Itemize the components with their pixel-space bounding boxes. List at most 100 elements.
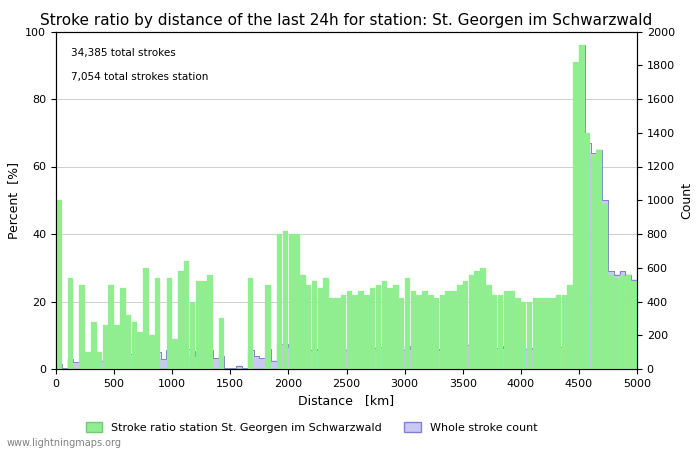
Bar: [486, 284, 491, 369]
Text: www.lightningmaps.org: www.lightningmaps.org: [7, 438, 122, 448]
Bar: [492, 295, 498, 369]
Bar: [387, 288, 393, 369]
Bar: [335, 298, 340, 369]
Bar: [561, 295, 567, 369]
Bar: [295, 234, 300, 369]
Bar: [469, 274, 474, 369]
Bar: [144, 268, 149, 369]
Bar: [178, 271, 183, 369]
Bar: [678, 271, 683, 369]
Bar: [498, 295, 503, 369]
Bar: [452, 292, 456, 369]
Bar: [614, 278, 620, 369]
Bar: [596, 149, 602, 369]
Bar: [393, 284, 398, 369]
Bar: [306, 284, 312, 369]
Bar: [672, 298, 678, 369]
Bar: [684, 257, 689, 369]
Bar: [79, 284, 85, 369]
Bar: [195, 281, 201, 369]
Bar: [137, 332, 143, 369]
Bar: [445, 292, 451, 369]
Bar: [376, 284, 382, 369]
Bar: [358, 292, 364, 369]
Bar: [346, 292, 352, 369]
Bar: [318, 288, 323, 369]
Bar: [108, 284, 114, 369]
Bar: [480, 268, 486, 369]
Bar: [521, 302, 526, 369]
Bar: [660, 359, 666, 369]
Bar: [637, 319, 643, 369]
Bar: [323, 278, 329, 369]
Bar: [515, 298, 521, 369]
Bar: [556, 295, 561, 369]
Bar: [538, 298, 544, 369]
Bar: [643, 349, 648, 369]
Bar: [364, 295, 370, 369]
Bar: [475, 271, 480, 369]
Bar: [120, 288, 125, 369]
Bar: [695, 187, 700, 369]
Bar: [602, 203, 608, 369]
Bar: [654, 328, 660, 369]
Legend: Stroke ratio station St. Georgen im Schwarzwald, Whole stroke count: Stroke ratio station St. Georgen im Schw…: [81, 418, 542, 438]
Bar: [184, 261, 190, 369]
Bar: [190, 302, 195, 369]
Bar: [172, 338, 178, 369]
Bar: [312, 281, 317, 369]
Bar: [649, 352, 654, 369]
Bar: [103, 325, 108, 369]
Bar: [207, 274, 213, 369]
Text: 34,385 total strokes: 34,385 total strokes: [71, 49, 175, 58]
Bar: [608, 274, 614, 369]
Bar: [503, 292, 509, 369]
Bar: [399, 298, 405, 369]
Bar: [544, 298, 550, 369]
Bar: [405, 278, 410, 369]
Title: Stroke ratio by distance of the last 24h for station: St. Georgen im Schwarzwald: Stroke ratio by distance of the last 24h…: [41, 13, 652, 27]
Bar: [56, 200, 62, 369]
Bar: [91, 322, 97, 369]
Bar: [126, 315, 132, 369]
Bar: [370, 288, 375, 369]
Bar: [591, 157, 596, 369]
Y-axis label: Percent  [%]: Percent [%]: [7, 162, 20, 239]
Bar: [440, 295, 445, 369]
Bar: [219, 319, 224, 369]
Bar: [149, 335, 155, 369]
Bar: [510, 292, 514, 369]
Bar: [457, 284, 463, 369]
Bar: [68, 278, 74, 369]
Bar: [283, 230, 288, 369]
Bar: [114, 325, 120, 369]
Bar: [573, 62, 579, 369]
Bar: [341, 295, 346, 369]
Bar: [527, 302, 532, 369]
Bar: [568, 284, 573, 369]
Y-axis label: Count: Count: [680, 182, 694, 219]
Text: 7,054 total strokes station: 7,054 total strokes station: [71, 72, 208, 82]
Bar: [97, 352, 102, 369]
X-axis label: Distance   [km]: Distance [km]: [298, 394, 395, 407]
Bar: [416, 295, 422, 369]
Bar: [434, 298, 440, 369]
Bar: [277, 234, 282, 369]
Bar: [422, 292, 428, 369]
Bar: [353, 295, 358, 369]
Bar: [533, 298, 538, 369]
Bar: [579, 45, 584, 369]
Bar: [329, 298, 335, 369]
Bar: [265, 284, 271, 369]
Bar: [620, 274, 625, 369]
Bar: [382, 281, 387, 369]
Bar: [288, 234, 294, 369]
Bar: [631, 281, 637, 369]
Bar: [85, 352, 91, 369]
Bar: [248, 278, 253, 369]
Bar: [690, 214, 695, 369]
Bar: [550, 298, 556, 369]
Bar: [428, 295, 433, 369]
Bar: [411, 292, 416, 369]
Bar: [167, 278, 172, 369]
